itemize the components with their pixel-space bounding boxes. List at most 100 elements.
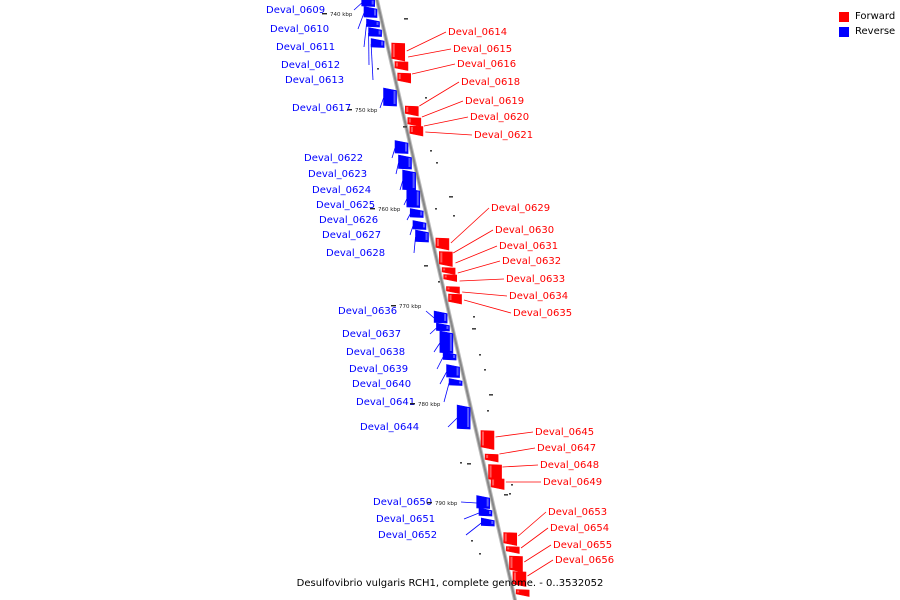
- forward-leader-line: [527, 559, 554, 577]
- axis-dot: [449, 196, 453, 198]
- reverse-gene-block: [363, 6, 378, 18]
- axis-dot: [404, 18, 408, 20]
- reverse-gene-label: Deval_0613: [285, 75, 344, 86]
- forward-gene-label: Deval_0616: [457, 59, 516, 70]
- forward-leader-line: [518, 511, 547, 537]
- reverse-gene-block: [383, 87, 397, 107]
- forward-gene-block: [409, 125, 424, 137]
- axis-dot: [487, 410, 489, 412]
- reverse-leader-line: [443, 382, 450, 403]
- axis-dot: [436, 162, 438, 164]
- forward-gene-block: [515, 589, 530, 597]
- legend: Forward Reverse: [839, 9, 895, 39]
- forward-leader-line: [520, 527, 549, 549]
- reverse-leader-line: [353, 2, 362, 11]
- reverse-gene-label: Deval_0627: [322, 230, 381, 241]
- reverse-leader-line: [429, 327, 437, 335]
- tick-mark: [347, 109, 352, 111]
- reverse-gene-block: [406, 188, 421, 208]
- tick-label: 770 kbp: [399, 304, 422, 310]
- gene-block-shine: [376, 22, 379, 25]
- reverse-gene-label: Deval_0644: [360, 422, 419, 433]
- axis-dot: [509, 493, 511, 495]
- forward-leader-line: [408, 48, 452, 58]
- tick-label: 760 kbp: [378, 207, 401, 213]
- axis-dot: [425, 97, 427, 99]
- reverse-leader-line: [439, 371, 447, 385]
- reverse-gene-label: Deval_0624: [312, 185, 371, 196]
- axis-dot: [479, 354, 481, 356]
- forward-gene-label: Deval_0618: [461, 77, 520, 88]
- gene-block-shine: [456, 367, 459, 376]
- reverse-gene-block: [436, 322, 450, 332]
- forward-gene-block: [446, 286, 460, 294]
- axis-dot: [453, 215, 455, 217]
- gene-block-shine: [373, 9, 376, 16]
- reverse-gene-block: [366, 18, 380, 28]
- gene-block-shine: [467, 408, 470, 427]
- axis-dot: [467, 463, 471, 465]
- forward-leader-line: [524, 544, 552, 563]
- reverse-gene-label: Deval_0611: [276, 42, 335, 53]
- forward-leader-line: [411, 63, 456, 75]
- reverse-leader-line: [403, 198, 408, 206]
- gene-block-shine: [443, 268, 446, 271]
- axis-dot: [479, 553, 481, 555]
- tick-mark: [391, 305, 396, 307]
- legend-label-reverse: Reverse: [855, 26, 896, 37]
- axis-dot: [473, 316, 475, 318]
- gene-block-shine: [416, 191, 419, 206]
- reverse-gene-label: Deval_0609: [266, 5, 325, 16]
- tick-label: 750 kbp: [355, 108, 378, 114]
- gene-block-shine: [453, 355, 456, 358]
- forward-gene-block: [435, 237, 450, 251]
- reverse-gene-label: Deval_0651: [376, 514, 435, 525]
- gene-block-shine: [481, 431, 484, 446]
- reverse-gene-label: Deval_0612: [281, 60, 340, 71]
- forward-gene-block: [490, 478, 505, 490]
- forward-gene-block: [512, 571, 527, 587]
- gene-block-shine: [398, 74, 401, 79]
- reverse-leader-line: [379, 97, 384, 109]
- tick-mark: [370, 208, 375, 210]
- tick-mark: [410, 403, 415, 405]
- forward-gene-label: Deval_0621: [474, 130, 533, 141]
- forward-gene-label: Deval_0634: [509, 291, 568, 302]
- gene-labels: Deval_0609 Deval_0610 Deval_0611 Deval_0612…: [266, 5, 614, 566]
- tick-mark: [427, 502, 432, 504]
- map-caption: Desulfovibrio vulgaris RCH1, complete ge…: [296, 578, 604, 589]
- reverse-gene-block: [394, 140, 409, 154]
- forward-gene-label: Deval_0629: [491, 203, 550, 214]
- reverse-gene-block: [439, 330, 454, 354]
- gene-block-shine: [449, 334, 452, 351]
- reverse-gene-block: [433, 310, 448, 324]
- gene-block-shine: [405, 143, 408, 152]
- forward-gene-block: [503, 532, 518, 546]
- gene-block-shine: [425, 233, 428, 240]
- gene-block-shine: [444, 275, 447, 278]
- reverse-gene-block: [368, 27, 382, 37]
- forward-gene-label: Deval_0614: [448, 27, 507, 38]
- forward-leader-line: [419, 81, 460, 107]
- forward-gene-block: [484, 453, 499, 463]
- reverse-leader-line: [363, 23, 367, 48]
- axis-line: [375, 0, 517, 600]
- forward-leader-line: [457, 260, 501, 274]
- tick-label: 790 kbp: [435, 501, 458, 507]
- reverse-gene-block: [370, 38, 385, 48]
- axis-dot: [489, 394, 493, 396]
- tick-label: 780 kbp: [418, 402, 441, 408]
- forward-leader-line: [425, 131, 473, 136]
- forward-gene-label: Deval_0656: [555, 555, 614, 566]
- gene-block-shine: [492, 479, 495, 486]
- gene-block-shine: [449, 295, 452, 300]
- gene-block-shine: [393, 91, 396, 104]
- legend-item-reverse: Reverse: [839, 24, 895, 39]
- forward-gene-label: Deval_0615: [453, 44, 512, 55]
- axis-dot: [484, 369, 486, 371]
- reverse-gene-block: [415, 229, 429, 243]
- forward-leader-line: [495, 431, 534, 438]
- gene-block-shine: [422, 223, 425, 228]
- legend-swatch-reverse: [839, 26, 849, 37]
- gene-block-shine: [420, 211, 423, 216]
